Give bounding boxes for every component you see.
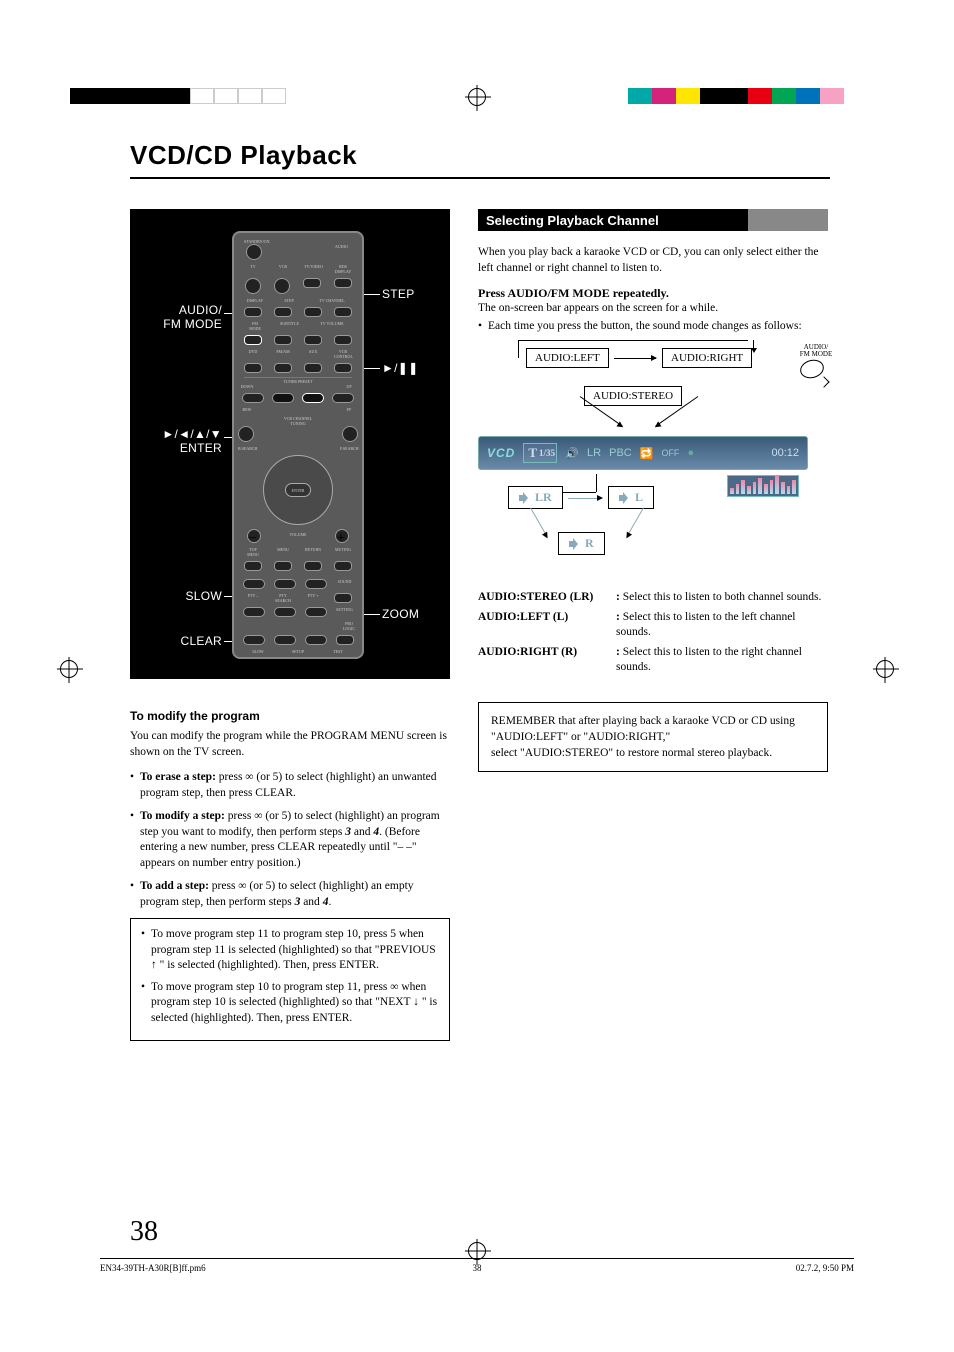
reg-right-bars [628, 88, 844, 104]
audio-mode-flow: AUDIO:LEFT AUDIO:RIGHT AUDIO:STEREO [478, 342, 828, 424]
speaker-icon [569, 538, 581, 550]
modify-item-modify: To modify a step: press ∞ (or 5) to sele… [130, 809, 450, 871]
flow-audio-left: AUDIO:LEFT [526, 348, 609, 368]
callout-play-pause: ►/❚❚ [382, 361, 442, 375]
right-intro: When you play back a karaoke VCD or CD, … [478, 245, 828, 276]
osd-off: OFF [661, 448, 679, 458]
osd-bar: VCD T1/35 🔊 LR PBC 🔁 OFF ● 00:12 [478, 436, 808, 470]
lr-box-r: R [558, 532, 605, 555]
arrow-icon [530, 508, 548, 538]
callout-arrows-enter: ►/◄/▲/▼ENTER [136, 427, 222, 455]
registration-marks-top [0, 88, 954, 108]
callout-step: STEP [382, 287, 442, 301]
callout-clear: CLEAR [136, 634, 222, 648]
osd-track-box: T1/35 [523, 443, 557, 463]
callout-zoom: ZOOM [382, 607, 442, 621]
nav-ring: ENTER [263, 455, 333, 525]
speaker-icon [619, 492, 631, 504]
callout-audio-fm-mode: AUDIO/FM MODE [136, 303, 222, 331]
osd-lr: LR [587, 447, 601, 459]
right-sub1: The on-screen bar appears on the screen … [478, 301, 828, 317]
note-item-2: To move program step 10 to program step … [141, 980, 439, 1027]
section-bar-selecting: Selecting Playback Channel [478, 209, 828, 231]
modify-list: To erase a step: press ∞ (or 5) to selec… [130, 770, 450, 910]
note-item-1: To move program step 11 to program step … [141, 927, 439, 974]
arrow-icon [568, 498, 602, 499]
modify-heading: To modify the program [130, 709, 450, 723]
arrow-icon [626, 508, 644, 538]
lr-box-lr: LR [508, 486, 563, 509]
osd-spectrum [727, 475, 799, 497]
page-title: VCD/CD Playback [130, 140, 830, 179]
right-sub2: Each time you press the button, the soun… [488, 320, 802, 332]
osd-time: 00:12 [771, 447, 799, 459]
flow-audio-stereo: AUDIO:STEREO [584, 386, 682, 406]
press-line: Press AUDIO/FM MODE repeatedly. [478, 286, 828, 301]
osd-pbc: PBC [609, 447, 632, 459]
lr-cycle-diagram: LR L R [478, 482, 698, 572]
footer: EN34-39TH-A30R[B]ff.pm6 38 02.7.2, 9:50 … [100, 1258, 854, 1273]
crosshair-icon [468, 88, 486, 106]
crosshair-icon [60, 660, 78, 678]
remote-body: STANDBY/ON AUDIO TVVCRTV/VIDEORDSDISPLAY… [232, 231, 364, 659]
def-right: AUDIO:RIGHT (R) : Select this to listen … [478, 645, 828, 676]
clock-icon: ● [687, 447, 694, 459]
modify-item-add: To add a step: press ∞ (or 5) to select … [130, 879, 450, 910]
def-stereo: AUDIO:STEREO (LR) : Select this to liste… [478, 590, 828, 606]
flow-audio-right: AUDIO:RIGHT [662, 348, 752, 368]
callout-slow: SLOW [136, 589, 222, 603]
footer-timestamp: 02.7.2, 9:50 PM [796, 1263, 854, 1273]
def-left: AUDIO:LEFT (L) : Select this to listen t… [478, 610, 828, 641]
modify-note-box: To move program step 11 to program step … [130, 918, 450, 1041]
lr-box-l: L [608, 486, 654, 509]
speaker-icon: 🔊 [565, 447, 579, 460]
osd-disc-label: VCD [487, 446, 515, 460]
reg-left-bars [70, 88, 286, 104]
page-number: 38 [130, 1216, 158, 1248]
footer-page: 38 [473, 1263, 482, 1273]
remote-diagram: AUDIO/FM MODE ►/◄/▲/▼ENTER SLOW CLEAR ST… [130, 209, 450, 679]
repeat-icon: 🔁 [640, 447, 654, 460]
footer-file: EN34-39TH-A30R[B]ff.pm6 [100, 1263, 206, 1273]
modify-intro: You can modify the program while the PRO… [130, 729, 450, 760]
modify-item-erase: To erase a step: press ∞ (or 5) to selec… [130, 770, 450, 801]
crosshair-icon [876, 660, 894, 678]
speaker-icon [519, 492, 531, 504]
remember-box: REMEMBER that after playing back a karao… [478, 702, 828, 772]
audio-mode-definitions: AUDIO:STEREO (LR) : Select this to liste… [478, 590, 828, 676]
